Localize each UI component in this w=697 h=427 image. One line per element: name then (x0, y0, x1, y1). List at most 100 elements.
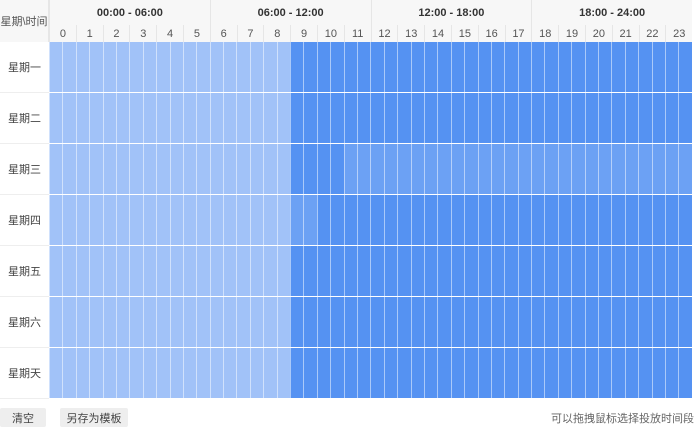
time-slot-cell[interactable] (62, 246, 76, 296)
time-slot-cell[interactable] (129, 246, 143, 296)
time-slot-cell[interactable] (290, 93, 304, 143)
time-slot-cell[interactable] (330, 246, 344, 296)
time-slot-cell[interactable] (611, 348, 625, 398)
time-slot-cell[interactable] (290, 246, 304, 296)
time-slot-cell[interactable] (638, 297, 652, 347)
time-slot-cell[interactable] (169, 246, 183, 296)
time-slot-cell[interactable] (517, 42, 532, 92)
time-slot-cell[interactable] (169, 297, 183, 347)
time-slot-cell[interactable] (611, 246, 625, 296)
time-slot-cell[interactable] (638, 195, 652, 245)
time-slot-cell[interactable] (437, 144, 451, 194)
time-slot-cell[interactable] (169, 195, 183, 245)
time-slot-cell[interactable] (115, 93, 130, 143)
time-slot-cell[interactable] (236, 42, 250, 92)
time-slot-cell[interactable] (142, 348, 157, 398)
time-slot-cell[interactable] (410, 144, 424, 194)
time-slot-cell[interactable] (598, 93, 612, 143)
time-slot-cell[interactable] (437, 195, 451, 245)
time-slot-cell[interactable] (423, 246, 438, 296)
time-slot-cell[interactable] (410, 93, 424, 143)
time-slot-cell[interactable] (316, 297, 331, 347)
time-slot-cell[interactable] (624, 42, 639, 92)
time-slot-cell[interactable] (490, 42, 505, 92)
time-slot-cell[interactable] (517, 348, 532, 398)
time-slot-cell[interactable] (517, 297, 532, 347)
time-slot-cell[interactable] (571, 42, 585, 92)
time-slot-cell[interactable] (303, 348, 317, 398)
time-slot-cell[interactable] (664, 348, 679, 398)
time-slot-cell[interactable] (490, 195, 505, 245)
time-slot-cell[interactable] (370, 348, 384, 398)
time-slot-cell[interactable] (544, 348, 558, 398)
time-slot-cell[interactable] (356, 42, 371, 92)
time-slot-cell[interactable] (115, 297, 130, 347)
time-slot-cell[interactable] (544, 195, 558, 245)
time-slot-cell[interactable] (370, 297, 384, 347)
time-slot-cell[interactable] (370, 42, 384, 92)
time-slot-cell[interactable] (557, 246, 572, 296)
time-slot-cell[interactable] (397, 42, 411, 92)
time-slot-cell[interactable] (477, 297, 491, 347)
time-slot-cell[interactable] (544, 93, 558, 143)
time-slot-cell[interactable] (437, 93, 451, 143)
time-slot-cell[interactable] (504, 246, 518, 296)
time-slot-cell[interactable] (102, 246, 116, 296)
time-slot-cell[interactable] (223, 246, 237, 296)
time-slot-cell[interactable] (598, 348, 612, 398)
time-slot-cell[interactable] (651, 246, 665, 296)
time-slot-cell[interactable] (557, 144, 572, 194)
time-slot-cell[interactable] (477, 348, 491, 398)
time-slot-cell[interactable] (504, 144, 518, 194)
time-slot-cell[interactable] (490, 297, 505, 347)
time-slot-cell[interactable] (356, 348, 371, 398)
time-slot-cell[interactable] (129, 297, 143, 347)
time-slot-cell[interactable] (504, 42, 518, 92)
time-slot-cell[interactable] (196, 144, 210, 194)
time-slot-cell[interactable] (330, 93, 344, 143)
time-slot-cell[interactable] (678, 93, 692, 143)
time-slot-cell[interactable] (196, 195, 210, 245)
time-slot-cell[interactable] (531, 195, 545, 245)
time-slot-cell[interactable] (330, 297, 344, 347)
time-slot-cell[interactable] (236, 348, 250, 398)
time-slot-cell[interactable] (89, 246, 103, 296)
time-slot-cell[interactable] (156, 348, 170, 398)
time-slot-cell[interactable] (544, 246, 558, 296)
time-slot-cell[interactable] (397, 348, 411, 398)
time-slot-cell[interactable] (343, 144, 357, 194)
time-slot-cell[interactable] (370, 93, 384, 143)
time-slot-cell[interactable] (303, 42, 317, 92)
time-slot-cell[interactable] (129, 348, 143, 398)
time-slot-cell[interactable] (290, 348, 304, 398)
time-slot-cell[interactable] (477, 195, 491, 245)
time-slot-cell[interactable] (423, 42, 438, 92)
time-slot-cell[interactable] (142, 297, 157, 347)
time-slot-cell[interactable] (383, 42, 398, 92)
time-slot-cell[interactable] (290, 42, 304, 92)
time-slot-cell[interactable] (169, 144, 183, 194)
time-slot-cell[interactable] (89, 144, 103, 194)
time-slot-cell[interactable] (89, 93, 103, 143)
time-slot-cell[interactable] (356, 297, 371, 347)
time-slot-cell[interactable] (249, 93, 264, 143)
time-slot-cell[interactable] (290, 144, 304, 194)
time-slot-cell[interactable] (316, 144, 331, 194)
time-slot-cell[interactable] (598, 297, 612, 347)
time-slot-cell[interactable] (638, 93, 652, 143)
time-slot-cell[interactable] (584, 93, 599, 143)
time-slot-cell[interactable] (624, 93, 639, 143)
time-slot-cell[interactable] (62, 348, 76, 398)
time-slot-cell[interactable] (678, 195, 692, 245)
time-slot-cell[interactable] (62, 93, 76, 143)
time-slot-cell[interactable] (62, 195, 76, 245)
time-slot-cell[interactable] (664, 297, 679, 347)
time-slot-cell[interactable] (75, 246, 90, 296)
time-slot-cell[interactable] (651, 42, 665, 92)
time-slot-cell[interactable] (316, 348, 331, 398)
time-slot-cell[interactable] (182, 93, 197, 143)
time-slot-cell[interactable] (75, 42, 90, 92)
time-slot-cell[interactable] (383, 195, 398, 245)
time-slot-cell[interactable] (477, 42, 491, 92)
time-slot-cell[interactable] (115, 42, 130, 92)
